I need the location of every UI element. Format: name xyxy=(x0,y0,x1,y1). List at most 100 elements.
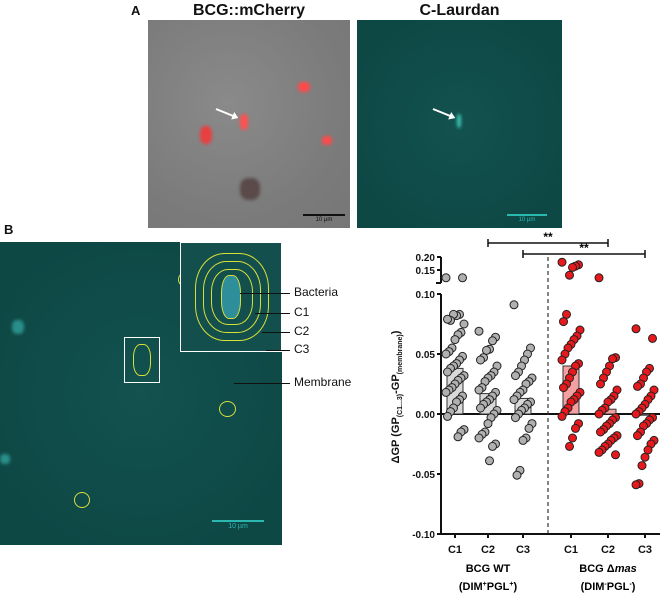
data-point xyxy=(596,379,605,389)
data-point xyxy=(441,349,451,359)
group-sub-wt: (DIM+PGL+) xyxy=(459,581,518,593)
data-point xyxy=(441,387,451,397)
mcherry-title: BCG::mCherry xyxy=(192,2,305,19)
x-tick-label: C2 xyxy=(601,544,615,556)
y-tick-label: 0.00 xyxy=(416,410,436,421)
data-point xyxy=(557,257,567,267)
contour-bacteria xyxy=(221,275,241,319)
data-point xyxy=(450,335,460,345)
inset-zoom xyxy=(180,242,282,352)
data-point xyxy=(633,431,642,441)
panel-a-label: A xyxy=(131,3,141,18)
data-point xyxy=(571,423,580,433)
data-point xyxy=(594,447,604,457)
bacterium xyxy=(322,136,332,145)
scale-bar xyxy=(303,214,345,216)
data-point xyxy=(453,432,463,442)
x-tick-label: C3 xyxy=(638,544,652,556)
bacterium xyxy=(240,178,260,200)
y-tick-label: -0.05 xyxy=(412,470,435,481)
data-point xyxy=(565,441,574,451)
data-point xyxy=(441,273,451,283)
callout-c2: C2 xyxy=(294,324,310,338)
contour-roi xyxy=(133,344,151,376)
data-point xyxy=(488,441,497,451)
callout-membrane: Membrane xyxy=(294,375,352,389)
laurdan-image: 10 µm xyxy=(357,20,562,228)
group-sub-mas: (DIM-PGL-) xyxy=(581,581,636,593)
data-point xyxy=(559,317,568,327)
data-point xyxy=(443,411,452,421)
contour-c1 xyxy=(211,269,253,325)
data-point xyxy=(524,423,534,433)
data-point xyxy=(557,411,567,421)
significance-label: ** xyxy=(543,230,553,244)
data-point xyxy=(633,381,642,391)
group-label-wt: BCG WT xyxy=(466,563,511,575)
y-tick-label: 0.15 xyxy=(416,266,436,277)
data-point xyxy=(518,435,528,445)
bacterium xyxy=(298,82,310,92)
contour-c3 xyxy=(195,253,269,341)
data-point xyxy=(512,470,522,480)
data-point xyxy=(474,326,484,336)
data-point xyxy=(631,324,641,334)
data-point xyxy=(568,262,577,272)
x-tick-label: C2 xyxy=(481,544,495,556)
data-point xyxy=(637,461,647,471)
bacterium xyxy=(200,126,212,144)
y-tick-label: 0.05 xyxy=(416,350,436,361)
data-point xyxy=(509,395,519,405)
y-axis-label: ΔGP (GP(C1...3)-GP(membrane)) xyxy=(390,330,404,463)
data-point xyxy=(594,273,604,283)
data-point xyxy=(511,413,520,423)
data-point xyxy=(565,270,574,280)
bacterium xyxy=(0,454,10,464)
data-point xyxy=(443,314,452,324)
data-point xyxy=(557,355,567,365)
scale-bar xyxy=(507,214,547,216)
data-point xyxy=(594,409,604,419)
group-label-mas: BCG Δmas xyxy=(579,563,636,575)
data-point xyxy=(648,333,657,343)
data-point xyxy=(485,456,494,466)
data-point xyxy=(596,427,605,437)
data-point xyxy=(443,367,452,377)
panel-b-label: B xyxy=(4,222,14,237)
data-point xyxy=(640,452,650,462)
x-tick-label: C3 xyxy=(516,544,530,556)
data-point xyxy=(568,433,577,443)
bacterium xyxy=(240,114,248,130)
data-point xyxy=(488,336,497,346)
data-point xyxy=(631,409,641,419)
y-tick-label: -0.10 xyxy=(412,530,435,541)
scale-bar xyxy=(212,520,264,522)
scale-bar-label: 10 µm xyxy=(518,217,536,223)
data-point xyxy=(511,371,520,381)
data-point xyxy=(476,403,485,413)
data-point xyxy=(509,300,519,310)
zoom-box xyxy=(124,337,160,383)
data-point xyxy=(474,433,484,443)
data-point xyxy=(474,385,484,395)
scale-bar-label: 10 µm xyxy=(228,523,248,530)
data-point xyxy=(611,450,620,460)
membrane-roi xyxy=(219,401,236,417)
gp-image: 10 µm xyxy=(0,242,282,545)
significance-label: ** xyxy=(579,241,589,255)
laurdan-title: C-Laurdan xyxy=(419,2,500,19)
data-point xyxy=(631,480,641,490)
data-point xyxy=(458,273,467,283)
mcherry-image: 10 µm xyxy=(148,20,350,228)
y-tick-label: 0.10 xyxy=(416,290,436,301)
callout-c1: C1 xyxy=(294,305,310,319)
data-point xyxy=(559,383,568,393)
x-tick-label: C1 xyxy=(448,544,462,556)
callout-c3: C3 xyxy=(294,342,310,356)
data-point xyxy=(459,319,469,329)
bacterium xyxy=(12,320,24,334)
scale-bar-label: 10 µm xyxy=(315,217,333,223)
y-tick-label: 0.20 xyxy=(416,253,436,264)
